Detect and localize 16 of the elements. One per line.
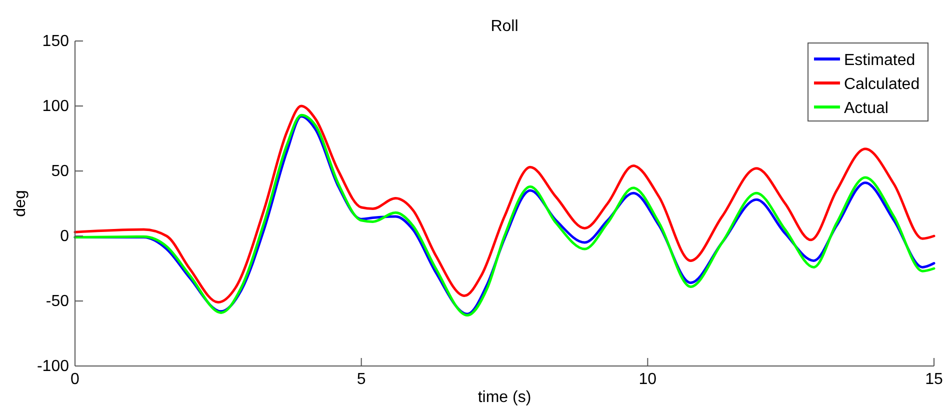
x-tick-label: 0: [70, 371, 80, 388]
legend-label: Actual: [844, 100, 888, 117]
y-tick-label: 100: [42, 98, 70, 115]
legend-label: Calculated: [844, 76, 920, 93]
chart-title: Roll: [490, 18, 518, 35]
legend-label: Estimated: [844, 52, 916, 69]
x-axis-title: time (s): [478, 389, 532, 406]
x-tick-label: 15: [925, 371, 943, 388]
y-axis-title: deg: [12, 190, 29, 217]
y-tick-label: 50: [51, 163, 70, 180]
y-tick-label: 0: [60, 228, 70, 245]
y-tick-label: -50: [46, 293, 70, 310]
x-tick-label: 5: [356, 371, 366, 388]
y-tick-label: 150: [42, 33, 70, 50]
y-tick-label: -100: [36, 358, 70, 375]
x-tick-label: 10: [638, 371, 657, 388]
